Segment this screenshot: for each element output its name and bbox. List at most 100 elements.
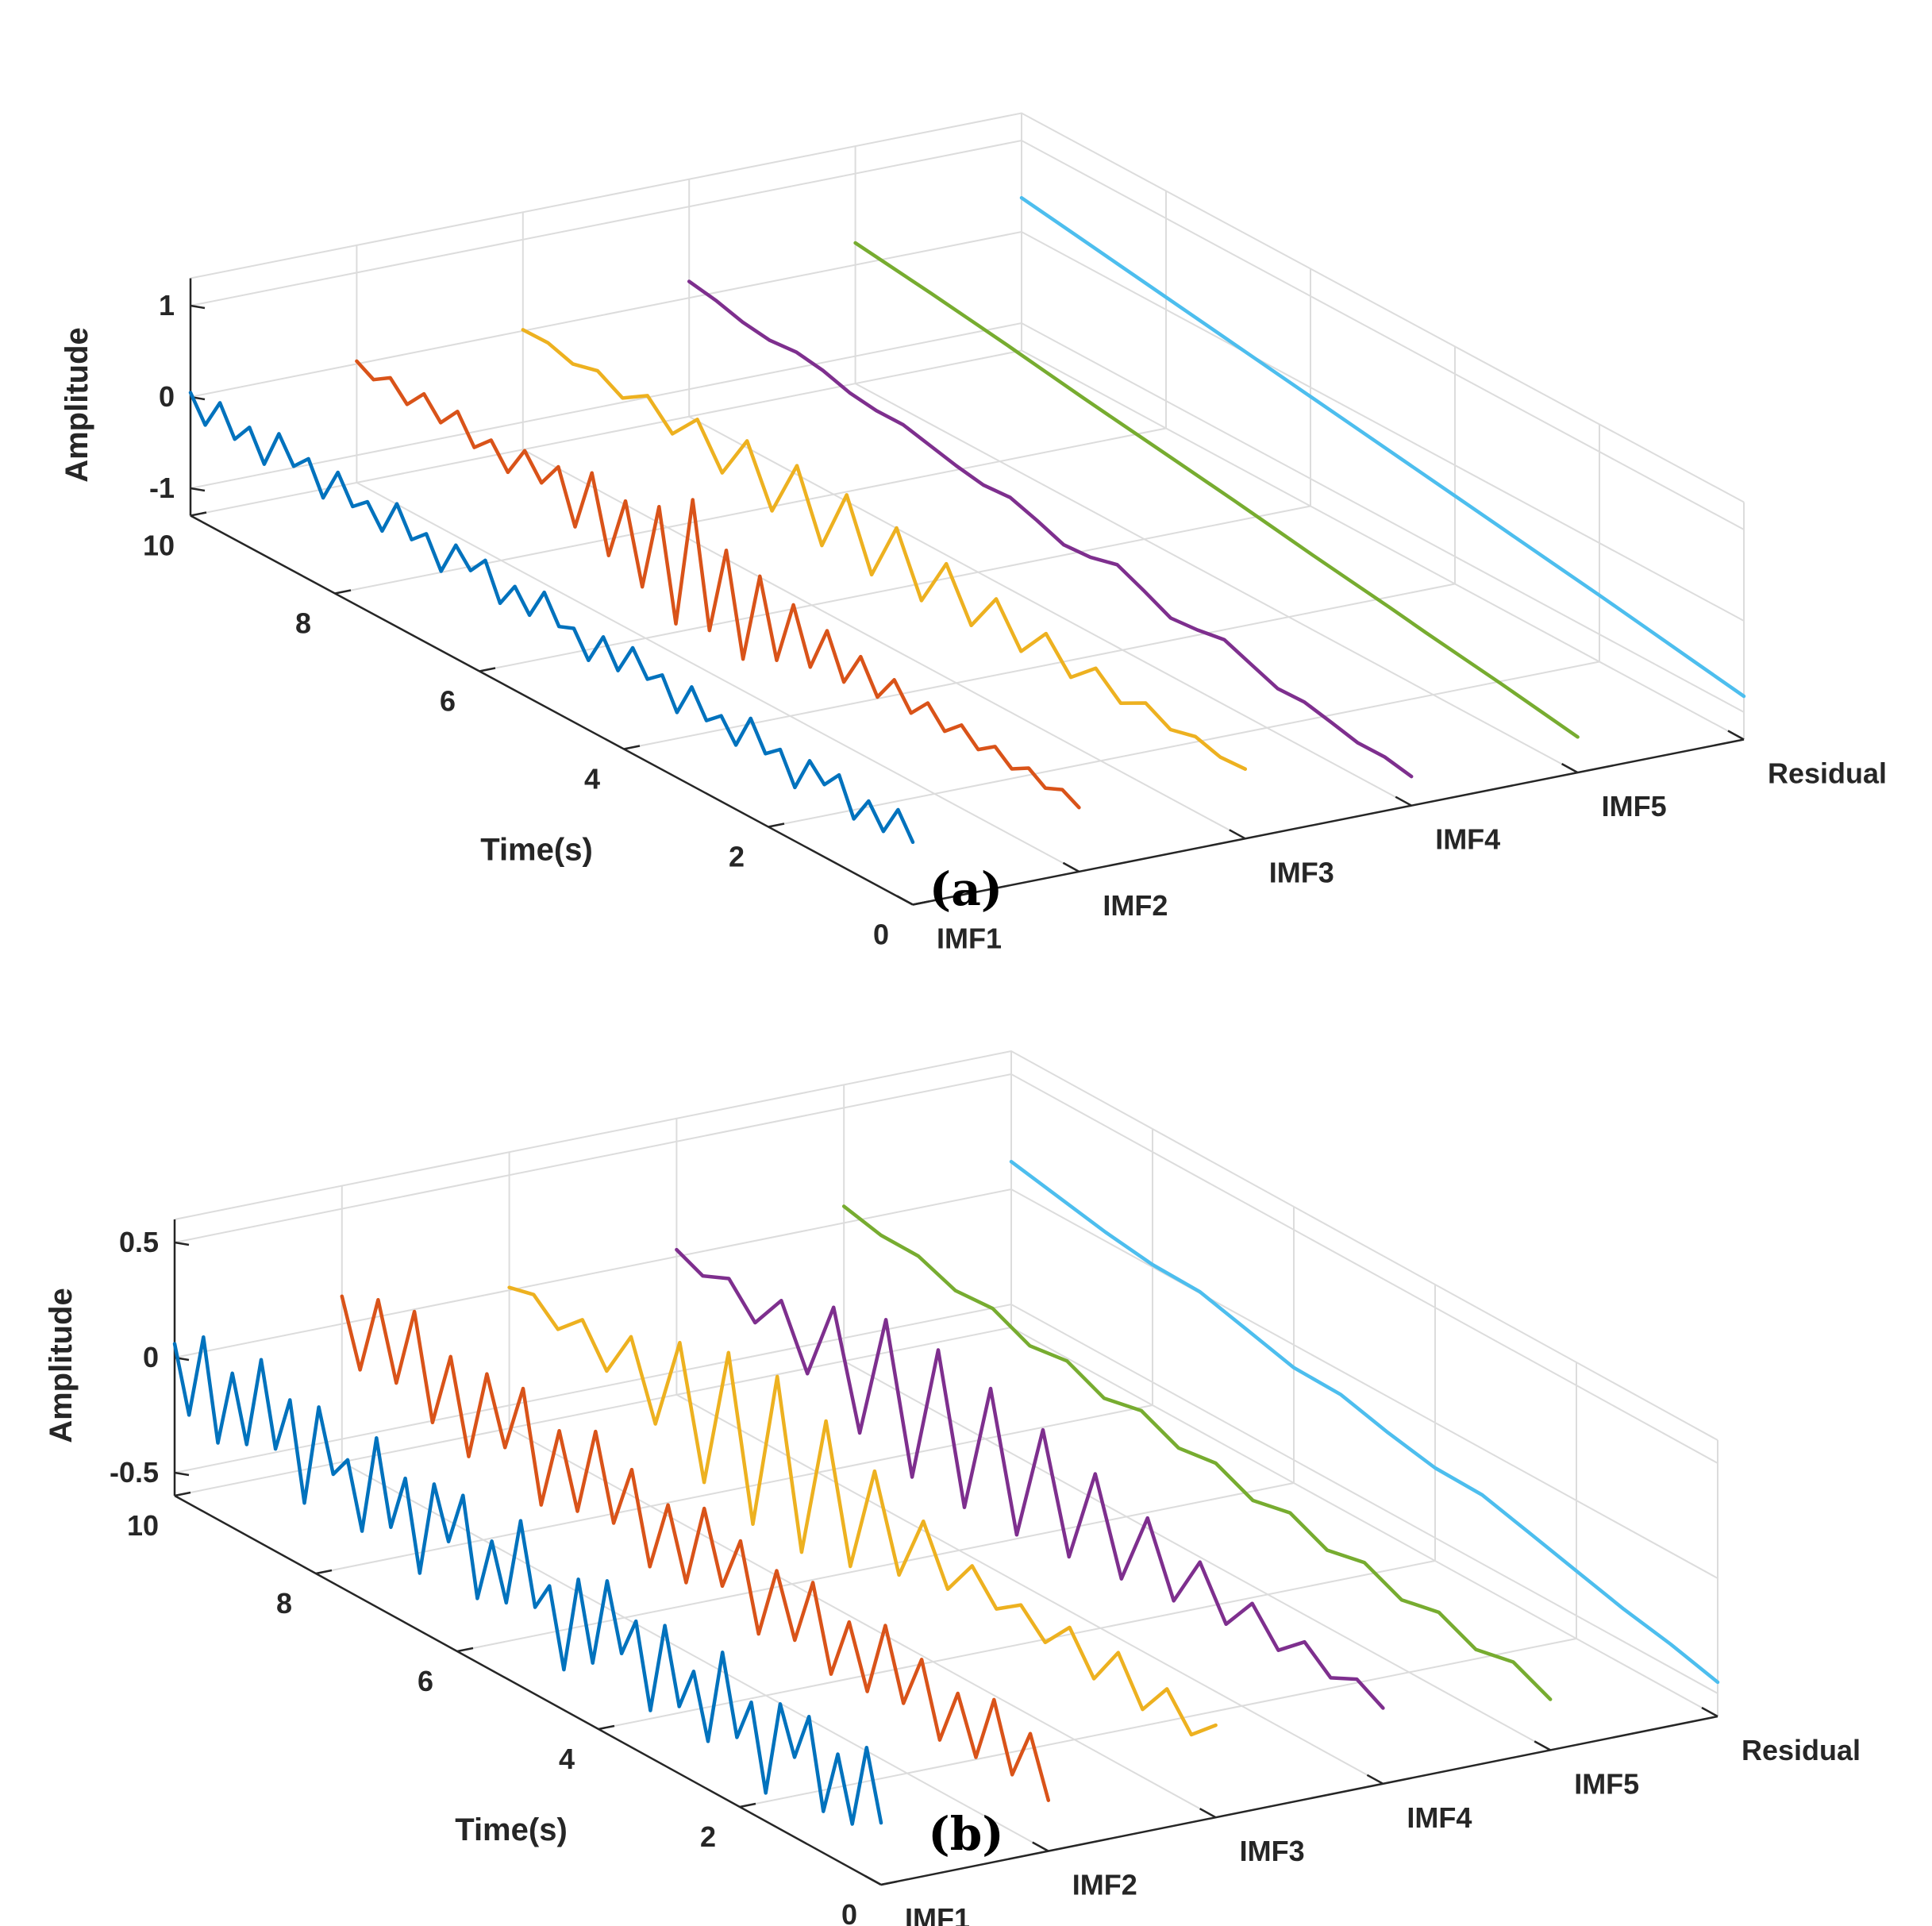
grid-line <box>522 449 1246 840</box>
grid-line <box>509 1427 1217 1819</box>
category-tick-label: IMF3 <box>1240 1835 1305 1867</box>
amplitude-tick <box>174 1241 190 1246</box>
amplitude-tick <box>174 1471 190 1477</box>
time-axis <box>174 1494 882 1886</box>
grid-line <box>341 1461 1049 1852</box>
category-tick <box>896 895 914 906</box>
amplitude-axis-label: Amplitude <box>60 327 94 483</box>
series-imf3-line <box>521 328 1248 771</box>
series-imf5-line <box>853 241 1580 739</box>
grid-line <box>334 427 1167 595</box>
category-tick <box>1062 861 1080 872</box>
time-tick-label: 4 <box>584 763 600 795</box>
axes: 0 2 4 6 8 10 IMF1 IMF2 IMF3 IMF4 IMF5 Residual -1 0 1 T… <box>60 278 1887 955</box>
series-residual-line <box>1019 195 1746 699</box>
time-tick-label: 6 <box>440 685 456 718</box>
grid-line <box>190 349 1022 517</box>
time-tick-label: 10 <box>143 530 175 562</box>
time-tick <box>768 822 785 828</box>
grid-line <box>623 583 1456 750</box>
category-tick-label: IMF3 <box>1269 856 1334 888</box>
grid-line <box>456 1482 1295 1652</box>
category-tick-label: IMF1 <box>937 923 1002 955</box>
grid-line <box>768 661 1600 828</box>
grid-line <box>315 1404 1153 1574</box>
time-tick-label: 4 <box>559 1743 575 1775</box>
category-tick <box>864 1874 882 1886</box>
series-imf1-line <box>188 391 915 845</box>
amplitude-tick-label: -0.5 <box>110 1456 159 1489</box>
panel-caption: (a) <box>929 862 1003 916</box>
time-tick-label: 8 <box>295 607 311 640</box>
series-imf3-line <box>507 1285 1218 1737</box>
category-tick-label: IMF2 <box>1072 1869 1137 1901</box>
grid-line <box>688 415 1412 807</box>
amplitude-tick-label: 1 <box>159 289 175 322</box>
time-tick <box>479 667 496 672</box>
category-tick <box>1366 1774 1384 1785</box>
time-tick-label: 10 <box>127 1509 159 1542</box>
panel-b: 0 2 4 6 8 10 IMF1 IMF2 IMF3 IMF4 IMF5 Residual -0.5 0… <box>44 1050 1861 1926</box>
time-tick-label: 0 <box>841 1898 857 1926</box>
amplitude-tick-label: 0 <box>143 1341 159 1373</box>
category-axis <box>880 1715 1718 1886</box>
time-tick <box>456 1647 474 1653</box>
time-axis <box>190 514 914 906</box>
grid-line <box>855 383 1579 773</box>
amplitude-tick <box>190 487 206 492</box>
grid-line <box>843 1360 1551 1751</box>
amplitude-tick-label: 0.5 <box>119 1226 159 1258</box>
grid-line <box>1021 349 1745 741</box>
category-tick <box>1032 1841 1049 1852</box>
grid-line <box>174 1188 1718 1579</box>
time-tick <box>315 1569 333 1575</box>
category-tick-label: IMF1 <box>905 1902 970 1926</box>
series-imf1-line <box>172 1335 883 1826</box>
category-tick-label: IMF2 <box>1103 889 1168 922</box>
grid-line <box>675 1393 1384 1785</box>
box-edge <box>174 1050 1718 1441</box>
time-tick-label: 8 <box>276 1587 292 1620</box>
category-tick-label: IMF4 <box>1435 823 1500 856</box>
time-tick <box>174 1491 191 1497</box>
grid-line <box>1010 1327 1718 1717</box>
category-tick-label: IMF5 <box>1602 790 1667 822</box>
amplitude-axis-label: Amplitude <box>44 1288 79 1443</box>
grid-line <box>598 1560 1436 1730</box>
category-tick <box>1534 1740 1551 1751</box>
amplitude-tick-label: -1 <box>149 472 175 504</box>
panel-a: 0 2 4 6 8 10 IMF1 IMF2 IMF3 IMF4 IMF5 Residual -1 0 1 T… <box>60 112 1887 955</box>
time-tick <box>739 1802 756 1809</box>
series-imf5-line <box>841 1204 1553 1701</box>
grid <box>174 1050 1718 1886</box>
category-tick-label: IMF4 <box>1407 1801 1472 1834</box>
category-tick-label: Residual <box>1741 1734 1861 1766</box>
grid-line <box>356 482 1080 872</box>
time-axis-label: Time(s) <box>480 833 593 868</box>
time-tick-label: 0 <box>873 919 889 951</box>
grid-line <box>190 139 1745 530</box>
category-axis <box>912 738 1745 906</box>
category-tick <box>1561 763 1579 774</box>
time-tick-label: 2 <box>700 1820 716 1853</box>
time-tick <box>598 1724 615 1731</box>
axes: 0 2 4 6 8 10 IMF1 IMF2 IMF3 IMF4 IMF5 Residual -0.5 0… <box>44 1219 1861 1926</box>
time-axis-label: Time(s) <box>455 1812 568 1847</box>
series-traces <box>188 195 1746 845</box>
time-tick <box>623 745 641 750</box>
time-tick <box>334 589 352 595</box>
time-tick <box>880 1880 898 1886</box>
series-imf2-line <box>340 1294 1051 1802</box>
series-traces <box>172 1159 1720 1826</box>
series-imf2-line <box>355 359 1081 810</box>
series-residual-line <box>1009 1159 1720 1685</box>
category-tick-label: IMF5 <box>1574 1767 1639 1800</box>
panel-caption: (b) <box>928 1807 1003 1861</box>
grid-line <box>190 322 1745 713</box>
grid-line <box>174 1327 1012 1497</box>
category-tick <box>1199 1808 1217 1819</box>
category-tick-label: Residual <box>1768 757 1887 790</box>
series-imf4-line <box>687 279 1414 779</box>
category-tick <box>1727 730 1745 741</box>
